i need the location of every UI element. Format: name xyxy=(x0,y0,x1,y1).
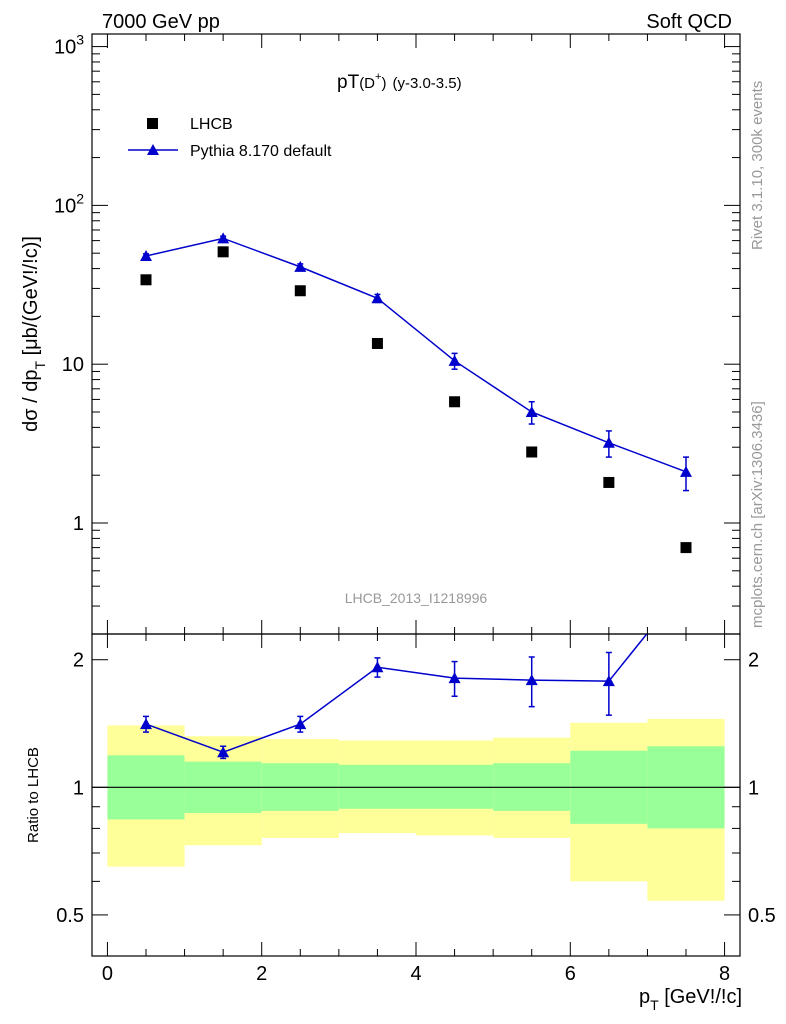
ratio-point xyxy=(525,674,538,686)
x-tick-label: 2 xyxy=(256,963,267,985)
main-y-axis-label: dσ / dpT [μb/(GeV!/!c)] xyxy=(20,236,48,432)
mc-point xyxy=(602,436,615,448)
ratio-y-tick-label-right: 1 xyxy=(748,777,759,799)
main-y-tick-label: 10 xyxy=(62,354,84,376)
legend-mc-label: Pythia 8.170 default xyxy=(190,143,332,160)
data-point xyxy=(449,396,461,408)
ratio-y-tick-label-right: 2 xyxy=(748,650,759,672)
data-point xyxy=(371,337,383,349)
legend-mc-marker xyxy=(147,144,159,155)
ratio-y-axis-label: Ratio to LHCB xyxy=(25,747,42,843)
plot-title-particle: (D xyxy=(359,75,375,92)
ratio-point xyxy=(217,746,230,758)
main-y-label-unit: [μb/(GeV!/!c)] xyxy=(20,236,42,361)
legend-data-label: LHCB xyxy=(190,116,233,133)
ratio-point xyxy=(680,579,692,590)
rivet-label: Rivet 3.1.10, 300k events xyxy=(749,81,766,250)
mc-point xyxy=(680,465,692,477)
ratio-point xyxy=(371,661,384,673)
ratio-uncertainty-bands xyxy=(92,718,740,901)
analysis-watermark: LHCB_2013_I1218996 xyxy=(345,590,488,606)
ratio-series-line xyxy=(145,634,648,754)
main-y-tick-base: 10 xyxy=(54,195,76,217)
x-tick-label: 6 xyxy=(565,963,576,985)
x-label-part: p xyxy=(639,986,650,1008)
x-tick-label: 8 xyxy=(719,963,730,985)
main-y-tick-base: 10 xyxy=(54,37,76,59)
header-right-label: Soft QCD xyxy=(646,11,732,33)
plot-title-close: ) xyxy=(381,75,386,92)
data-point xyxy=(526,446,538,458)
ratio-point xyxy=(448,672,461,684)
main-y-tick-label: 1 xyxy=(73,513,84,535)
main-y-tick-exponent: 2 xyxy=(76,190,84,206)
main-y-tick-label: 102 xyxy=(54,190,84,217)
plot-title-range: (y-3.0-3.5) xyxy=(392,75,461,92)
data-point xyxy=(603,476,615,488)
header-left-label: 7000 GeV pp xyxy=(102,11,220,33)
data-point xyxy=(294,285,306,297)
x-axis-label: pT [GeV!/!c] xyxy=(639,986,742,1013)
ratio-point xyxy=(140,718,152,730)
plot-title-main: pT xyxy=(337,72,360,93)
mc-point xyxy=(294,260,307,272)
data-point xyxy=(140,274,152,286)
mc-point xyxy=(140,250,152,262)
ratio-y-tick-label-left: 2 xyxy=(73,650,84,672)
ratio-data-layer xyxy=(140,579,692,760)
ratio-y-tick-label-right: 0.5 xyxy=(748,905,776,927)
main-y-tick-exponent: 3 xyxy=(76,32,84,48)
mc-point xyxy=(371,292,384,304)
plot-title-charge: + xyxy=(375,71,381,83)
data-point xyxy=(680,542,692,554)
x-label-unit: [GeV!/!c] xyxy=(659,986,742,1008)
data-point xyxy=(217,246,229,258)
ratio-point xyxy=(294,718,307,730)
x-label-subscript: T xyxy=(650,997,659,1013)
legend-data-marker xyxy=(147,118,158,129)
main-y-tick-label: 103 xyxy=(54,32,84,59)
main-data-layer xyxy=(140,232,692,554)
mc-series-line xyxy=(145,237,687,473)
ratio-point xyxy=(602,675,615,687)
main-y-label-subscript: T xyxy=(32,361,48,370)
ratio-axis-ticks: 0.5 0.5 1 1 2 2 0 2 4 6 8 xyxy=(56,634,776,985)
x-tick-label: 0 xyxy=(102,963,113,985)
mc-point xyxy=(448,354,461,366)
plot-title: pT(D+) (y-3.0-3.5) xyxy=(337,71,462,93)
mcplots-label: mcplots.cern.ch [arXiv:1306.3436] xyxy=(749,401,766,628)
mc-point xyxy=(217,232,230,244)
mc-point xyxy=(525,405,538,417)
ratio-y-tick-label-left: 0.5 xyxy=(56,905,84,927)
main-y-label-part: dσ / dp xyxy=(20,370,42,432)
x-tick-label: 4 xyxy=(410,963,421,985)
ratio-y-tick-label-left: 1 xyxy=(73,777,84,799)
